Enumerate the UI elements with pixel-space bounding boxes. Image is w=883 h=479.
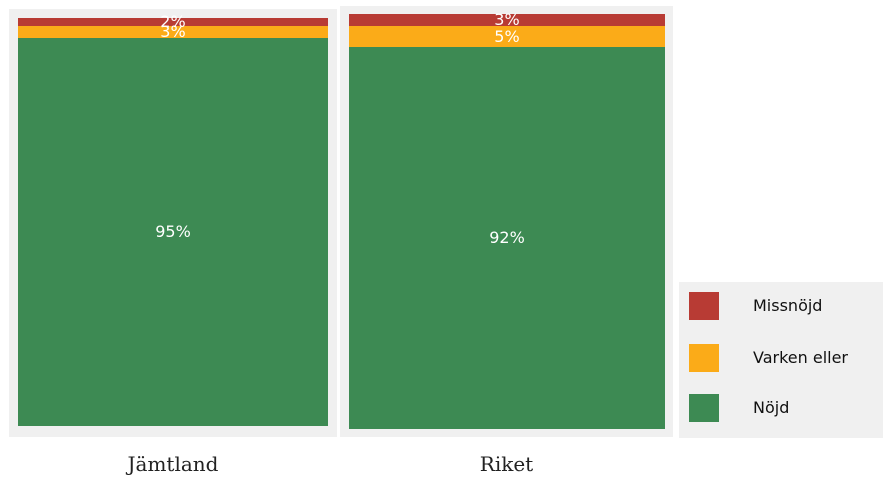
legend-swatch-nojd bbox=[689, 394, 719, 422]
bar-panel-riket: 92% 5% 3% bbox=[340, 6, 673, 437]
category-label-riket: Riket bbox=[479, 452, 534, 476]
bar-segment-jamtland-missnojd bbox=[18, 18, 328, 27]
data-label-jamtland-varken: 3% bbox=[160, 22, 186, 42]
data-label-riket-nojd: 92% bbox=[489, 228, 525, 248]
legend-swatch-varken bbox=[689, 344, 719, 372]
category-label-jamtland: Jämtland bbox=[127, 452, 219, 476]
legend-swatch-missnojd bbox=[689, 292, 719, 320]
data-label-jamtland-nojd: 95% bbox=[155, 222, 191, 242]
data-label-jamtland-missnojd: 2% bbox=[160, 12, 186, 32]
legend-label-varken: Varken eller bbox=[753, 348, 849, 367]
legend: Missnöjd Varken eller Nöjd bbox=[679, 282, 883, 438]
data-label-riket-varken: 5% bbox=[494, 26, 520, 46]
legend-label-missnojd: Missnöjd bbox=[753, 296, 823, 315]
bar-segment-riket-nojd bbox=[349, 47, 665, 429]
bar-panel-jamtland: 95% 3% 2% bbox=[9, 9, 337, 437]
bar-segment-riket-varken bbox=[349, 26, 665, 48]
bar-stack-riket: 92% 5% 3% bbox=[349, 10, 665, 429]
legend-label-nojd: Nöjd bbox=[753, 398, 790, 417]
bar-segment-jamtland-varken bbox=[18, 26, 328, 39]
bar-segment-riket-missnojd bbox=[349, 14, 665, 27]
bar-stack-jamtland: 95% 3% 2% bbox=[18, 14, 328, 426]
data-label-riket-missnojd: 3% bbox=[494, 10, 520, 30]
bar-segment-jamtland-nojd bbox=[18, 38, 328, 426]
